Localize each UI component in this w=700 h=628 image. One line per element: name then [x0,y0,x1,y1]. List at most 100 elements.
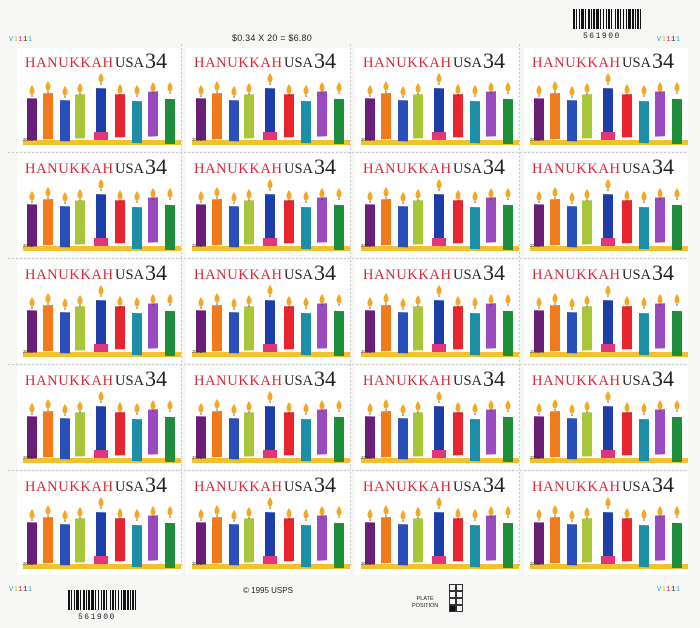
candle [486,303,496,349]
flame-icon [472,297,478,307]
flame-icon [117,508,123,518]
candle [550,305,560,352]
shamash-holder [94,132,108,140]
candle [132,525,142,568]
flame-icon [319,188,325,198]
flame-icon [536,191,542,201]
candle [470,419,480,462]
candle [365,416,375,459]
hanukkah-stamp: HANUKKAH USA 34 2001 [17,366,181,469]
flame-icon [29,85,35,95]
candle [381,199,391,246]
candle [334,204,344,251]
stamp-year: 2001 [361,137,372,142]
flame-icon [198,509,204,519]
flame-icon [383,293,389,303]
candle [27,204,37,247]
candle [413,200,423,245]
flame-icon [674,400,680,410]
flame-icon [641,297,647,307]
candle [582,94,592,139]
candle [43,199,53,246]
shamash-candle [265,512,275,560]
stamp-country: USA [453,161,483,177]
stamp-denomination: 34 [483,48,505,73]
flame-icon [98,497,104,507]
shamash-candle [603,194,613,242]
stamp-denomination: 34 [145,472,167,497]
flame-icon [134,85,140,95]
perforation-horizontal [8,364,688,365]
flame-icon [62,510,68,520]
stamp-denomination: 34 [652,260,674,285]
flame-icon [336,294,342,304]
stamp-year: 2001 [23,455,34,460]
candle [132,313,142,356]
flame-icon [134,191,140,201]
flame-icon [536,403,542,413]
shamash-holder [263,556,277,564]
flame-icon [336,506,342,516]
candle [470,313,480,356]
candle [486,91,496,137]
flame-icon [415,401,421,411]
candle [486,515,496,561]
flame-icon [98,391,104,401]
flame-icon [552,187,558,197]
candle [284,200,294,244]
stamp-country: USA [622,267,652,283]
stamp-year: 2001 [23,349,34,354]
flame-icon [246,189,252,199]
stamp-year: 2001 [192,137,203,142]
flame-icon [286,84,292,94]
flame-icon [77,295,83,305]
candle [381,93,391,140]
candle [60,524,70,566]
candle [60,100,70,142]
candle [672,416,682,463]
barcode-number-bottom: 561900 [78,613,116,622]
flame-icon [455,508,461,518]
candle [212,517,222,564]
flame-icon [319,82,325,92]
flame-icon [569,298,575,308]
stamp-title: HANUKKAH [25,373,114,389]
flame-icon [505,82,511,92]
flame-icon [400,86,406,96]
stamp-country: USA [115,55,145,71]
candle [75,518,85,563]
flame-icon [505,506,511,516]
stamp-country: USA [453,55,483,71]
candle [398,206,408,248]
flame-icon [198,85,204,95]
menorah-illustration [23,497,181,569]
flame-icon [62,298,68,308]
menorah-illustration [192,73,350,145]
candle [284,306,294,350]
candle [639,101,649,144]
shamash-holder [263,238,277,246]
stamp-title: HANUKKAH [194,161,283,177]
candle [550,517,560,564]
flame-icon [45,293,51,303]
candle [398,100,408,142]
flame-icon [472,509,478,519]
hanukkah-stamp: HANUKKAH USA 34 2001 [355,366,519,469]
flame-icon [536,297,542,307]
flame-icon [198,191,204,201]
menorah-base [23,246,181,251]
stamp-title: HANUKKAH [194,373,283,389]
flame-icon [367,297,373,307]
candle [317,409,327,455]
flame-icon [134,509,140,519]
shamash-candle [96,88,106,136]
hanukkah-stamp: HANUKKAH USA 34 2001 [186,48,350,151]
candle [534,416,544,459]
perforation-vertical [350,44,351,566]
menorah-base [192,564,350,569]
candle [413,518,423,563]
candle [398,312,408,354]
candle [75,200,85,245]
hanukkah-stamp: HANUKKAH USA 34 2001 [17,472,181,575]
menorah-illustration [530,73,688,145]
